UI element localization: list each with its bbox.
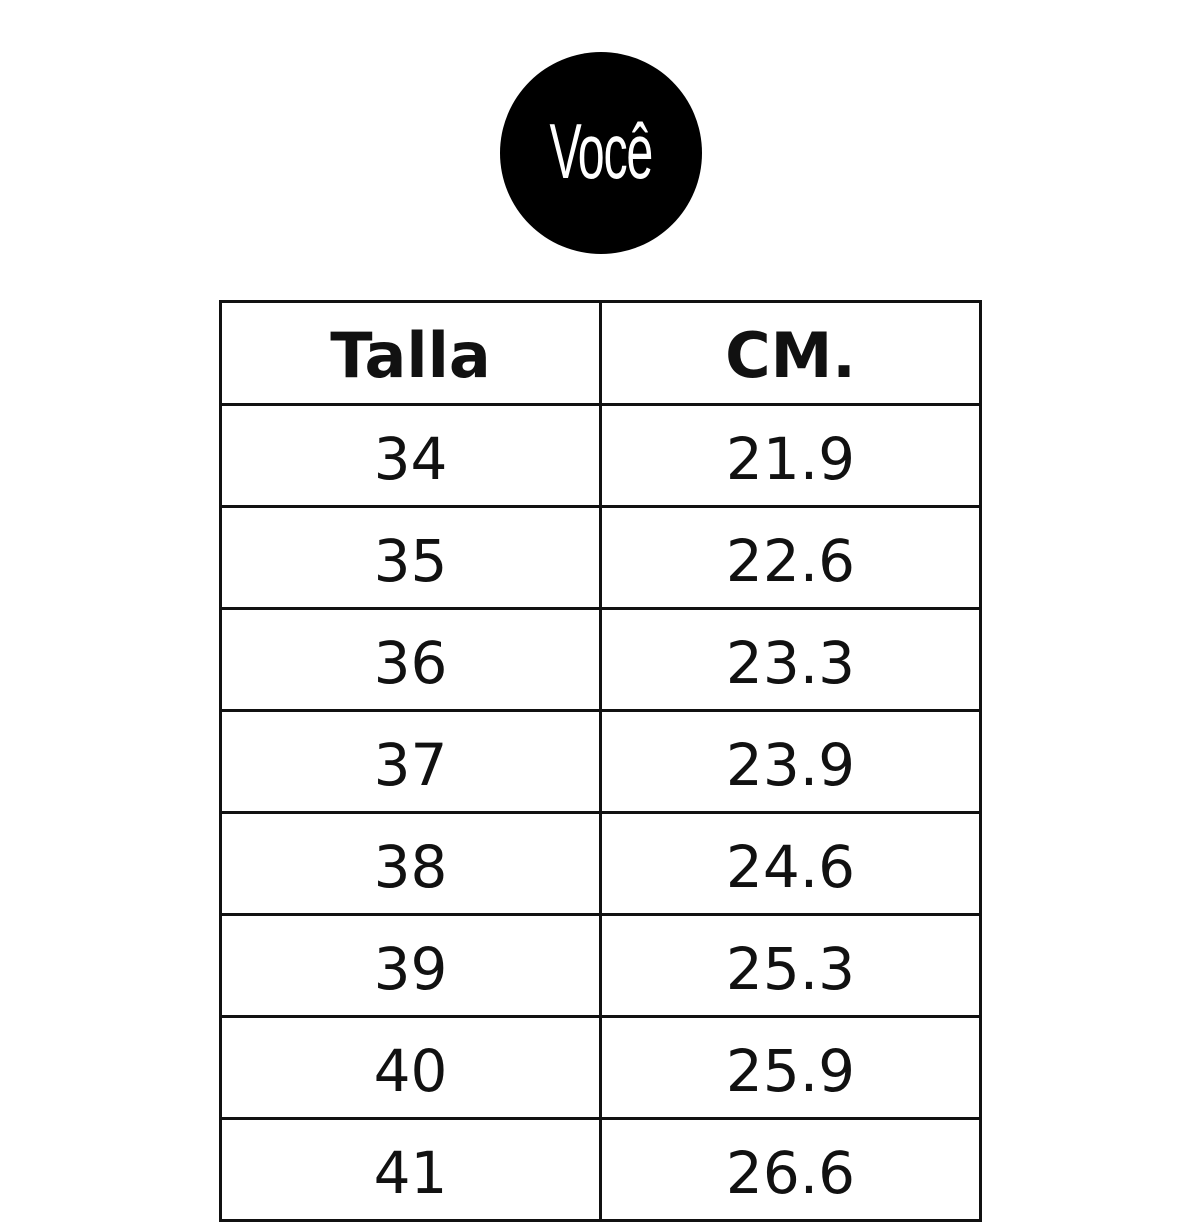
size-cell: 40 bbox=[219, 1015, 602, 1120]
size-chart-table: Talla CM. 34 21.9 35 22.6 36 23.3 37 23.9 38… bbox=[219, 300, 982, 1222]
table-row: 35 22.6 bbox=[219, 505, 982, 610]
size-cell: 34 bbox=[219, 403, 602, 508]
table-row: 39 25.3 bbox=[219, 913, 982, 1018]
table-row: 36 23.3 bbox=[219, 607, 982, 712]
cm-cell: 25.9 bbox=[599, 1015, 982, 1120]
header-cm: CM. bbox=[599, 300, 982, 406]
size-cell: 37 bbox=[219, 709, 602, 814]
brand-logo-text: Você bbox=[549, 106, 654, 195]
cm-cell: 23.9 bbox=[599, 709, 982, 814]
table-row: 41 26.6 bbox=[219, 1117, 982, 1222]
size-cell: 39 bbox=[219, 913, 602, 1018]
size-cell: 36 bbox=[219, 607, 602, 712]
brand-logo: Você bbox=[500, 52, 702, 254]
size-cell: 41 bbox=[219, 1117, 602, 1222]
cm-cell: 26.6 bbox=[599, 1117, 982, 1222]
table-header-row: Talla CM. bbox=[219, 300, 982, 406]
size-cell: 35 bbox=[219, 505, 602, 610]
header-size: Talla bbox=[219, 300, 602, 406]
cm-cell: 21.9 bbox=[599, 403, 982, 508]
table-row: 38 24.6 bbox=[219, 811, 982, 916]
cm-cell: 22.6 bbox=[599, 505, 982, 610]
table-row: 40 25.9 bbox=[219, 1015, 982, 1120]
table-row: 34 21.9 bbox=[219, 403, 982, 508]
cm-cell: 25.3 bbox=[599, 913, 982, 1018]
cm-cell: 24.6 bbox=[599, 811, 982, 916]
size-cell: 38 bbox=[219, 811, 602, 916]
table-row: 37 23.9 bbox=[219, 709, 982, 814]
cm-cell: 23.3 bbox=[599, 607, 982, 712]
